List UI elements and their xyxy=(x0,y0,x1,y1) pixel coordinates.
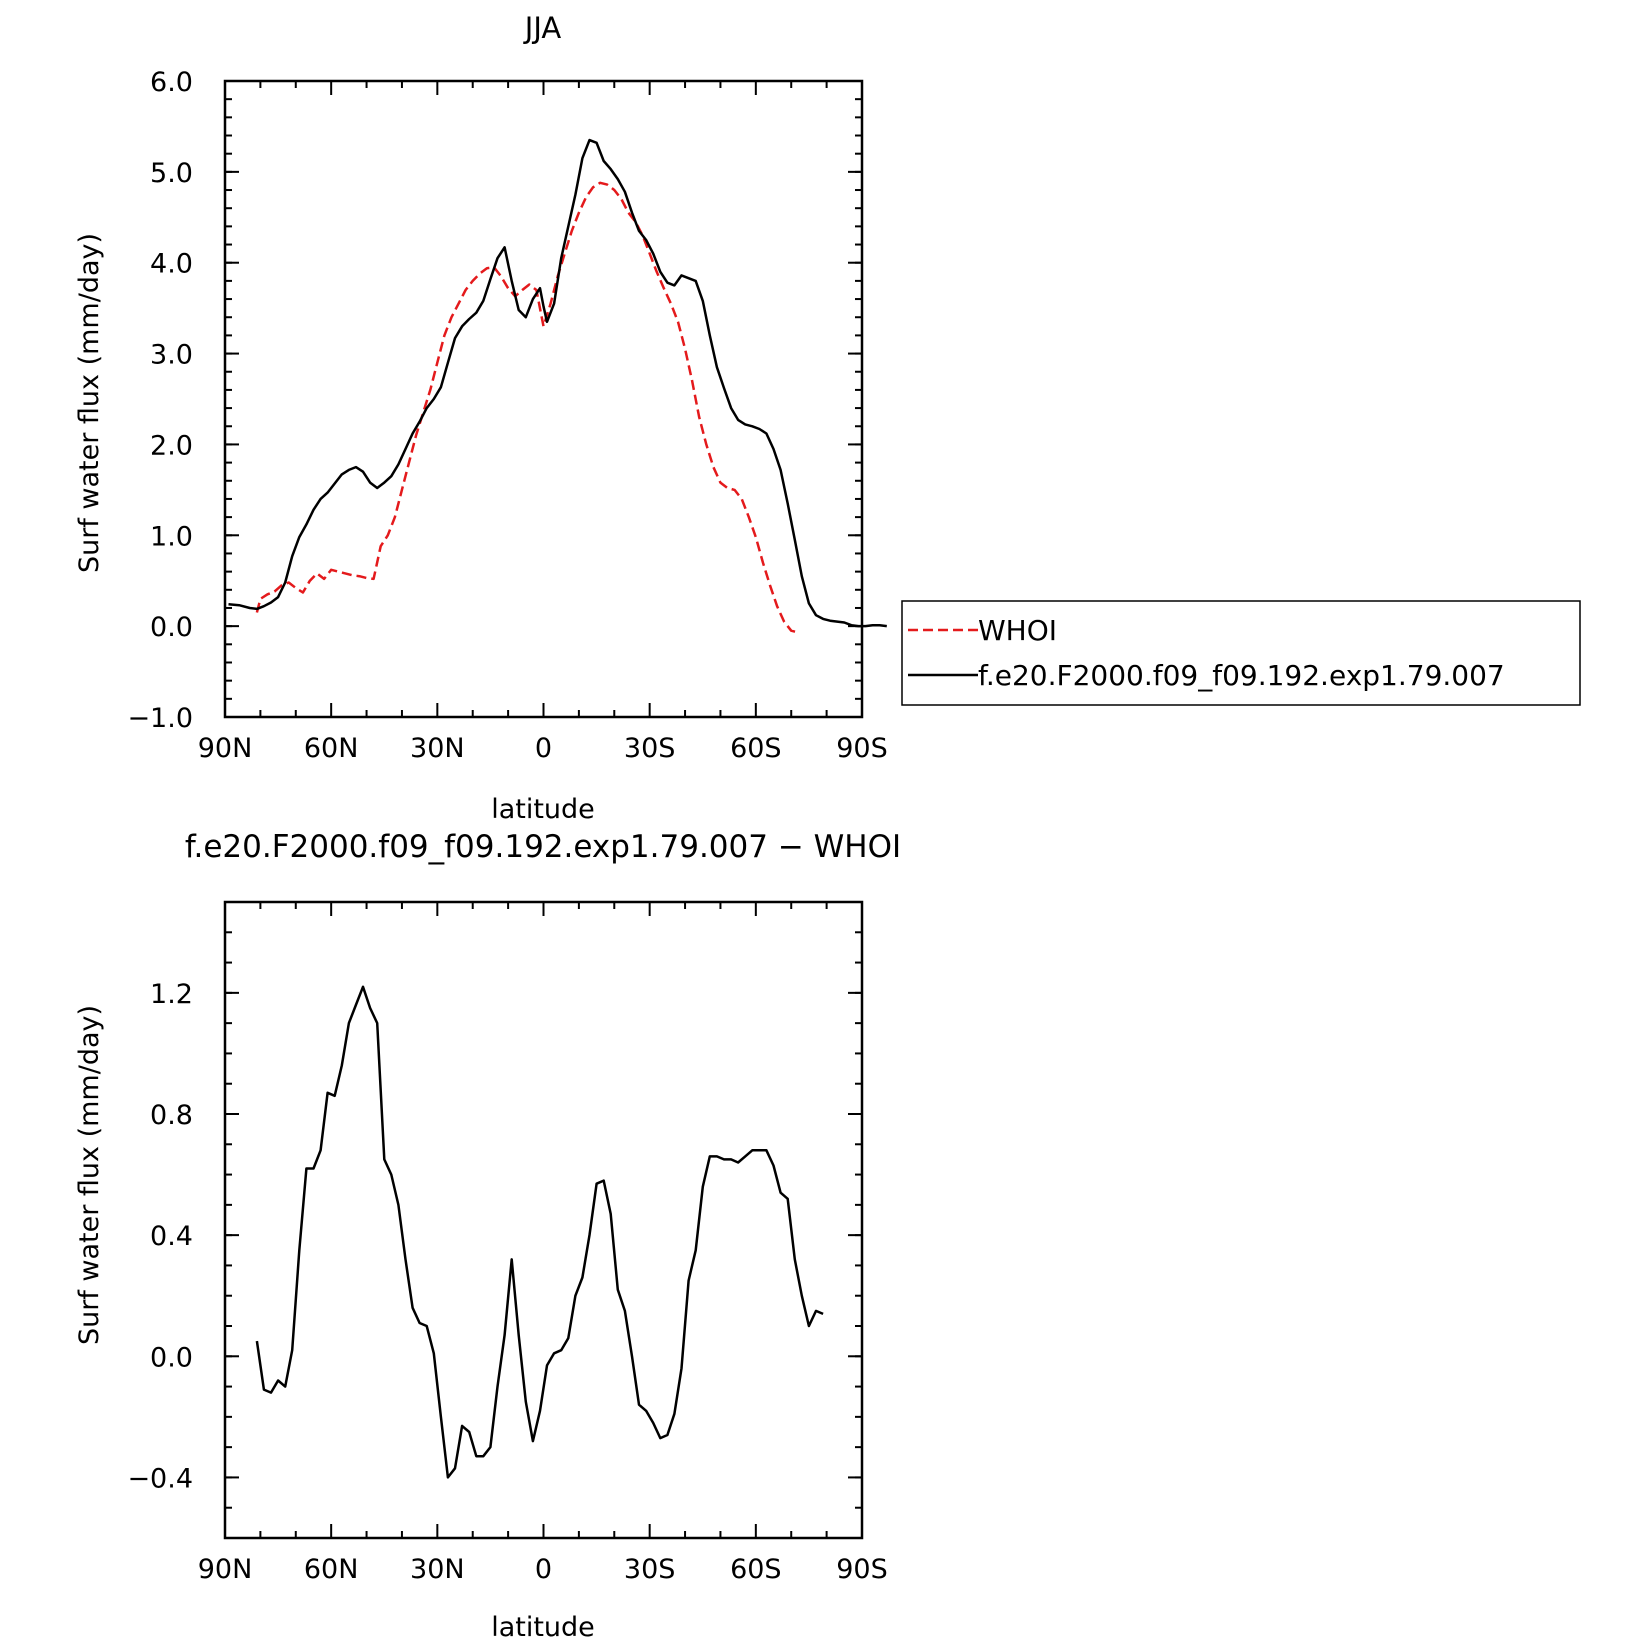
top-x-tick-label: 60N xyxy=(304,733,359,764)
top-series-line-0 xyxy=(255,181,799,634)
legend-box xyxy=(901,600,1581,706)
top-x-tick-label: 30S xyxy=(624,733,676,764)
bottom-series-group xyxy=(255,985,824,1479)
top-y-axis-label: Surf water flux (mm/day) xyxy=(74,233,105,573)
bottom-y-tick-label: 0.4 xyxy=(150,1221,193,1252)
bottom-x-tick-label: 90S xyxy=(836,1554,888,1585)
bottom-y-axis-label: Surf water flux (mm/day) xyxy=(74,1005,105,1345)
bottom-series-line-0 xyxy=(255,985,824,1479)
top-y-tick-label: 6.0 xyxy=(150,67,193,98)
bottom-x-tick-label: 60N xyxy=(304,1554,359,1585)
top-y-tick-label: 4.0 xyxy=(150,249,193,280)
top-y-tick-label: 5.0 xyxy=(150,158,193,189)
bottom-y-tick-label: 0.8 xyxy=(150,1100,193,1131)
top-panel: JJA Surf water flux (mm/day) latitude 90… xyxy=(74,11,888,825)
top-x-tick-label: 90N xyxy=(198,733,253,764)
top-series-line-1 xyxy=(228,138,887,628)
bottom-y-tick-label: −0.4 xyxy=(127,1463,193,1494)
bottom-panel: f.e20.F2000.f09_f09.192.exp1.79.007 − WH… xyxy=(74,829,901,1641)
top-x-tick-label: 30N xyxy=(410,733,465,764)
bottom-plot-frame xyxy=(223,900,864,1540)
bottom-x-tick-label: 30N xyxy=(410,1554,465,1585)
top-x-tick-label: 0 xyxy=(535,733,552,764)
top-series-group xyxy=(228,138,887,634)
bottom-x-tick-label: 60S xyxy=(730,1554,782,1585)
top-plot-frame xyxy=(223,79,864,719)
bottom-x-tick-label: 0 xyxy=(535,1554,552,1585)
bottom-x-tick-label: 90N xyxy=(198,1554,253,1585)
legend: WHOI f.e20.F2000.f09_f09.192.exp1.79.007 xyxy=(901,600,1581,706)
top-y-tick-label: 1.0 xyxy=(150,521,193,552)
bottom-x-axis-label: latitude xyxy=(491,1612,595,1641)
top-y-tick-label: 0.0 xyxy=(150,612,193,643)
legend-entry-model: f.e20.F2000.f09_f09.192.exp1.79.007 xyxy=(978,659,1505,692)
top-x-tick-label: 60S xyxy=(730,733,782,764)
top-y-tick-label: 2.0 xyxy=(150,430,193,461)
top-y-tick-label: −1.0 xyxy=(127,703,193,734)
bottom-chart-title: f.e20.F2000.f09_f09.192.exp1.79.007 − WH… xyxy=(185,829,901,865)
bottom-x-tick-label: 30S xyxy=(624,1554,676,1585)
top-y-tick-label: 3.0 xyxy=(150,340,193,371)
top-chart-title: JJA xyxy=(523,11,562,45)
top-axis-ticks: 90N 60N 30N 0 30S 60S 90S −1.0 0.0 1.0 2.0 3.0 4.0 5.… xyxy=(127,67,887,764)
bottom-axis-ticks: 90N 60N 30N 0 30S 60S 90S −0.4 0.0 0.4 0.8 1.2 xyxy=(127,901,888,1585)
top-x-tick-label: 90S xyxy=(836,733,888,764)
top-x-axis-label: latitude xyxy=(491,794,595,825)
legend-entry-whoi: WHOI xyxy=(978,614,1057,647)
bottom-y-tick-label: 1.2 xyxy=(150,979,193,1010)
bottom-y-tick-label: 0.0 xyxy=(150,1342,193,1373)
